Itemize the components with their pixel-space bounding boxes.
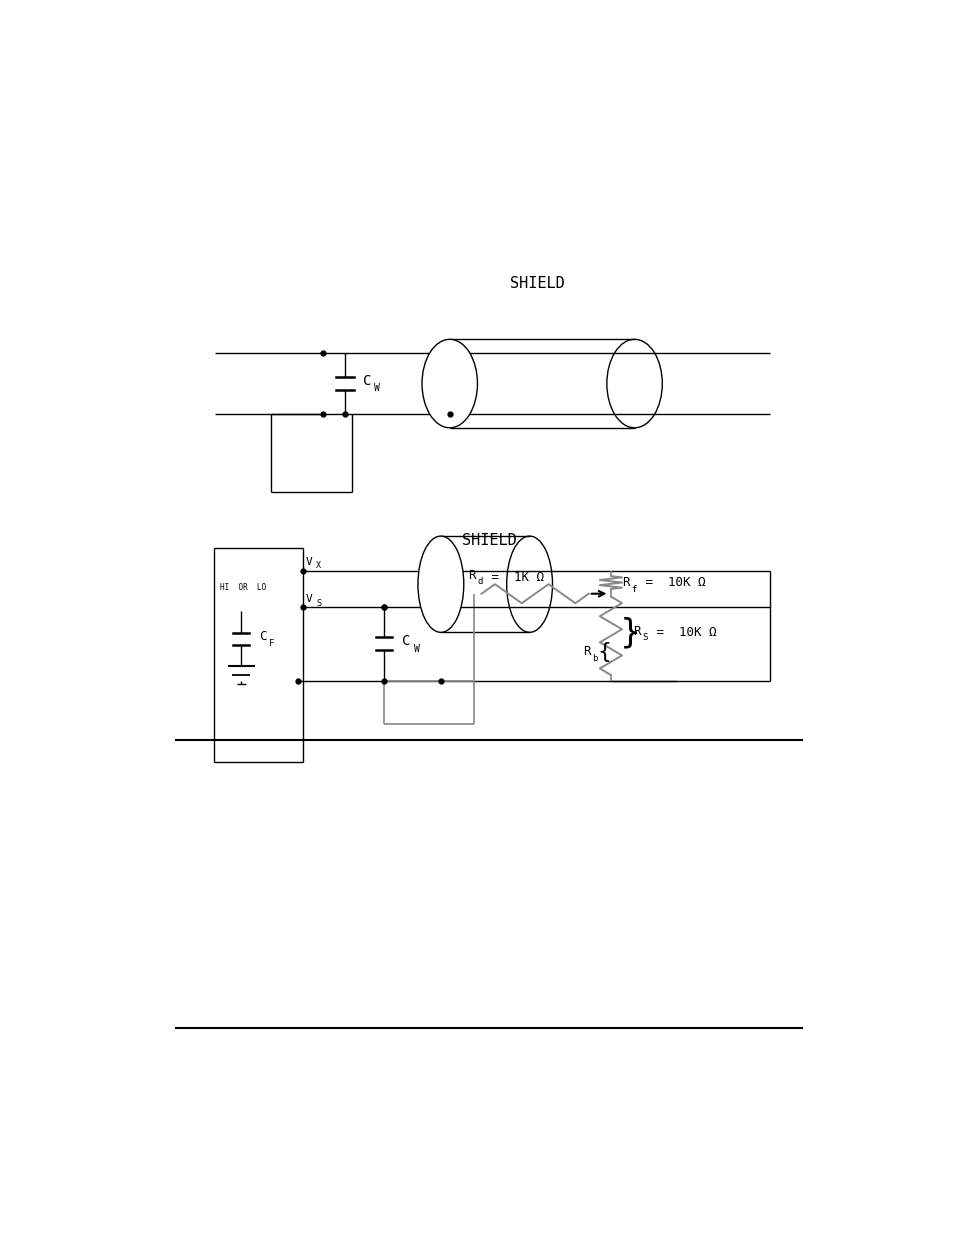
Ellipse shape [421,340,476,427]
Text: F: F [269,640,274,648]
Text: =  10K Ω: = 10K Ω [637,576,704,589]
Ellipse shape [417,536,463,632]
Text: S: S [315,599,320,608]
Text: SHIELD: SHIELD [461,532,516,547]
Text: }: } [619,616,640,650]
Text: b: b [592,653,598,663]
Text: W: W [374,383,380,393]
Text: V: V [305,557,312,567]
Text: V: V [305,594,312,604]
Text: d: d [477,577,483,587]
Text: =  1K Ω: = 1K Ω [483,572,543,584]
Text: R: R [468,569,476,583]
Text: {: { [597,642,611,662]
Text: R: R [633,625,639,637]
Text: f: f [631,584,637,594]
Text: HI  OR  LO: HI OR LO [219,583,266,592]
Text: SHIELD: SHIELD [509,275,564,291]
Text: S: S [642,634,647,642]
Text: R: R [621,576,629,589]
Text: W: W [413,645,419,655]
Text: =  10K Ω: = 10K Ω [648,626,716,640]
Text: X: X [315,562,320,571]
Text: C: C [258,630,266,642]
Text: C: C [401,634,410,648]
Text: C: C [363,374,372,388]
Text: R: R [582,645,590,658]
